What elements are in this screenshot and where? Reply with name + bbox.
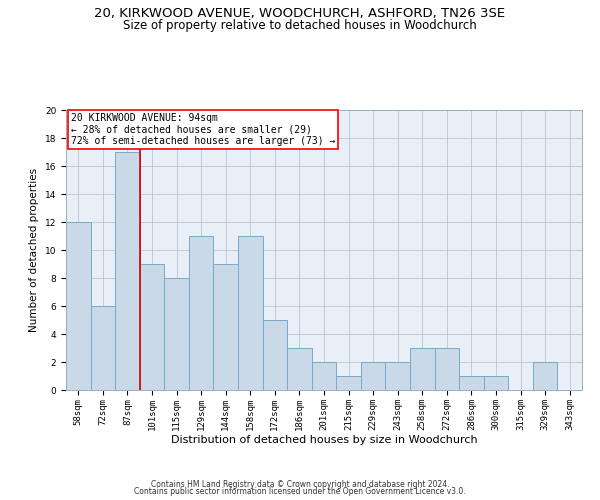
Bar — [238, 236, 263, 390]
Y-axis label: Number of detached properties: Number of detached properties — [29, 168, 39, 332]
Bar — [115, 152, 140, 390]
Bar — [189, 236, 214, 390]
X-axis label: Distribution of detached houses by size in Woodchurch: Distribution of detached houses by size … — [170, 436, 478, 446]
Bar — [263, 320, 287, 390]
Text: Contains public sector information licensed under the Open Government Licence v3: Contains public sector information licen… — [134, 488, 466, 496]
Bar — [434, 348, 459, 390]
Bar — [533, 362, 557, 390]
Bar — [66, 222, 91, 390]
Bar — [410, 348, 434, 390]
Bar — [336, 376, 361, 390]
Bar — [214, 264, 238, 390]
Text: 20, KIRKWOOD AVENUE, WOODCHURCH, ASHFORD, TN26 3SE: 20, KIRKWOOD AVENUE, WOODCHURCH, ASHFORD… — [94, 8, 506, 20]
Bar — [287, 348, 312, 390]
Bar — [140, 264, 164, 390]
Bar — [361, 362, 385, 390]
Bar — [484, 376, 508, 390]
Text: Contains HM Land Registry data © Crown copyright and database right 2024.: Contains HM Land Registry data © Crown c… — [151, 480, 449, 489]
Bar — [164, 278, 189, 390]
Text: 20 KIRKWOOD AVENUE: 94sqm
← 28% of detached houses are smaller (29)
72% of semi-: 20 KIRKWOOD AVENUE: 94sqm ← 28% of detac… — [71, 113, 335, 146]
Bar — [385, 362, 410, 390]
Bar — [91, 306, 115, 390]
Bar — [459, 376, 484, 390]
Bar — [312, 362, 336, 390]
Text: Size of property relative to detached houses in Woodchurch: Size of property relative to detached ho… — [123, 18, 477, 32]
